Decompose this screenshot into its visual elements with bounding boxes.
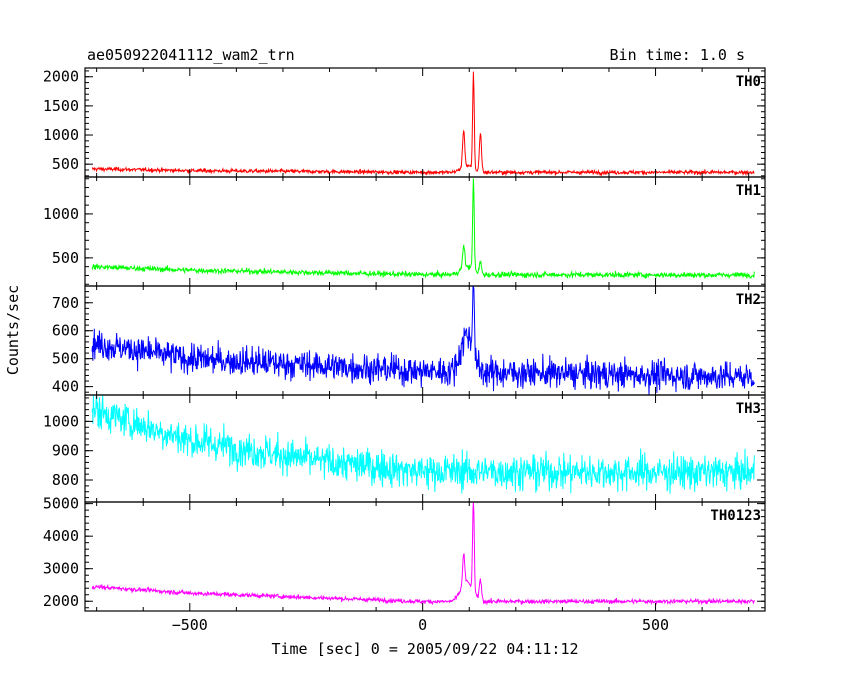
bin-time-label: Bin time: 1.0 s — [610, 46, 745, 64]
y-tick-label: 1000 — [43, 126, 79, 144]
series-line-th0 — [91, 71, 755, 177]
x-tick-label: 500 — [642, 616, 669, 634]
y-tick-label: 400 — [52, 378, 79, 396]
x-tick-label: −500 — [172, 616, 208, 634]
series-line-th1 — [91, 178, 755, 280]
y-tick-label: 2000 — [43, 592, 79, 610]
y-tick-label: 900 — [52, 442, 79, 460]
y-tick-label: 600 — [52, 322, 79, 340]
y-axis-label: Counts/sec — [4, 285, 22, 375]
y-tick-label: 500 — [52, 155, 79, 173]
panel-th0: 500 1000 1500 2000 TH0 — [43, 67, 766, 178]
panel-label-th2: TH2 — [736, 292, 761, 308]
y-tick-label: 1000 — [43, 412, 79, 430]
chart-title: ae050922041112_wam2_trn — [87, 46, 295, 64]
panel-frame — [84, 285, 766, 396]
panels-group: 500 1000 1500 2000 TH0 500 1000 TH1 400 500 600 700… — [43, 67, 766, 634]
x-tick-label: 0 — [418, 616, 427, 634]
panel-frame — [84, 67, 766, 178]
panel-th1: 500 1000 TH1 — [43, 176, 766, 287]
y-tick-label: 700 — [52, 294, 79, 312]
y-tick-label: 1500 — [43, 97, 79, 115]
y-tick-label: 500 — [52, 249, 79, 267]
y-tick-label: 1000 — [43, 205, 79, 223]
y-tick-label: 5000 — [43, 495, 79, 513]
panel-label-th1: TH1 — [736, 183, 761, 199]
y-tick-label: 4000 — [43, 527, 79, 545]
panel-label-th0: TH0 — [736, 74, 761, 90]
x-axis-label: Time [sec] 0 = 2005/09/22 04:11:12 — [271, 640, 578, 658]
series-line-th0123 — [91, 501, 755, 606]
series-line-th2 — [91, 285, 755, 395]
series-line-th3 — [91, 394, 755, 494]
panel-th0123: −500 0 500 2000 3000 4000 5000 TH0123 — [43, 495, 766, 634]
panel-frame — [84, 501, 766, 612]
panel-label-th0123: TH0123 — [710, 508, 761, 524]
y-tick-label: 800 — [52, 471, 79, 489]
panel-th2: 400 500 600 700 TH2 — [52, 285, 766, 396]
y-tick-label: 3000 — [43, 560, 79, 578]
panel-label-th3: TH3 — [736, 401, 761, 417]
y-tick-label: 500 — [52, 350, 79, 368]
y-tick-label: 2000 — [43, 68, 79, 86]
panel-th3: 800 900 1000 TH3 — [43, 394, 766, 503]
